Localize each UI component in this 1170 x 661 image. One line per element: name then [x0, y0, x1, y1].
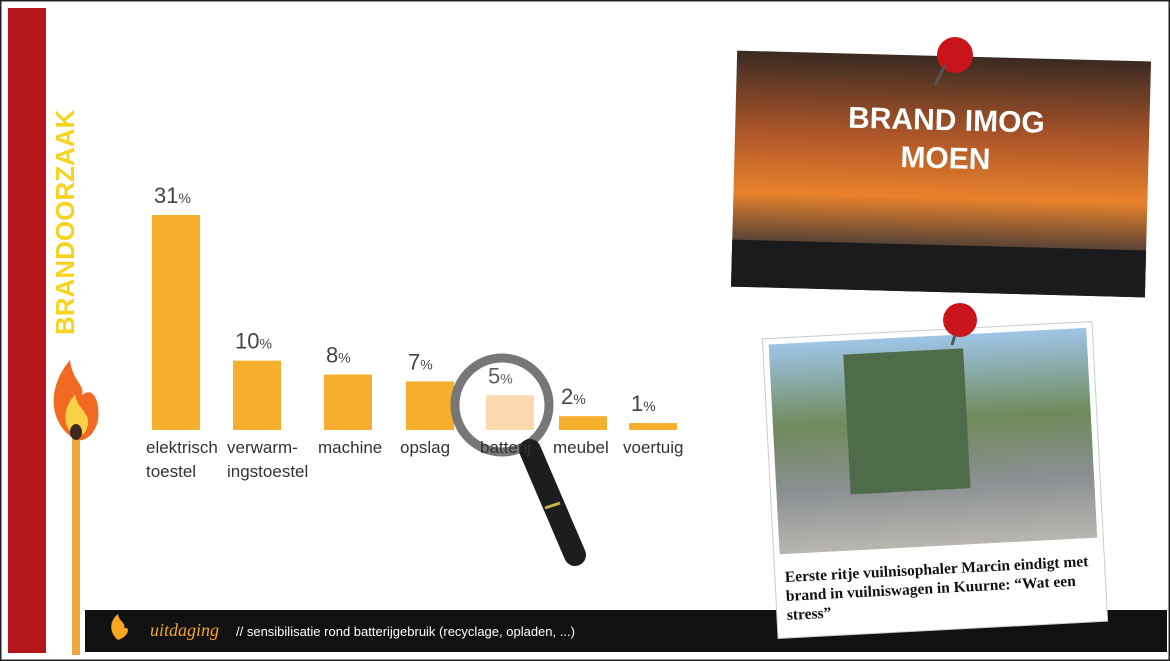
- category-label: verwarm- ingstoestel: [227, 438, 309, 481]
- footer-text: // sensibilisatie rond batterijgebruik (…: [236, 624, 575, 639]
- pin-needle: [933, 64, 947, 86]
- bar: [629, 423, 677, 430]
- flame-core: [65, 395, 89, 437]
- photo-truck: [843, 348, 971, 495]
- category-label: voertuig: [623, 438, 684, 457]
- category-label: opslag: [400, 438, 451, 457]
- photo-fire: [731, 50, 1152, 298]
- bar: [152, 215, 200, 430]
- category-label: machine: [318, 438, 383, 457]
- bar: [233, 360, 281, 430]
- magnifier-band: [544, 501, 561, 510]
- value-label: 5%: [488, 363, 513, 388]
- photo-caption: BRAND IMOGMOEN: [847, 102, 1045, 178]
- category-label: meubel: [553, 438, 609, 457]
- value-label: 31%: [154, 183, 191, 208]
- match-head: [70, 424, 82, 440]
- value-label: 10%: [235, 329, 272, 354]
- photo-houses: [731, 239, 1147, 298]
- pin-needle: [950, 334, 957, 346]
- magnifier-lens: [450, 353, 554, 457]
- photo-top: BRAND IMOGMOEN: [724, 44, 1158, 304]
- bar: [324, 374, 372, 430]
- pin: [943, 303, 977, 337]
- value-label: 8%: [326, 343, 351, 368]
- footer-brand: uitdaging: [150, 620, 219, 640]
- match-stick: [72, 435, 80, 655]
- magnifier-handle: [519, 439, 586, 566]
- footer-flame: [111, 614, 128, 640]
- value-label: 7%: [408, 349, 433, 374]
- value-label: 1%: [631, 391, 656, 416]
- side-band: [8, 8, 46, 653]
- value-label: 2%: [561, 384, 586, 409]
- bar: [559, 416, 607, 430]
- bar: [406, 381, 454, 430]
- magnifier: [450, 353, 586, 566]
- category-label: elektrisch toestel: [146, 438, 218, 481]
- bars: 31% 10% 8% 7% 5% 2% 1%: [152, 183, 677, 430]
- pin: [937, 37, 973, 73]
- side-label: BRANDOORZAAK: [50, 109, 80, 335]
- category-label: batterij: [480, 438, 532, 457]
- photo-bottom: Eerste ritje vuilnisophaler Marcin eindi…: [761, 321, 1109, 639]
- bar: [486, 395, 534, 430]
